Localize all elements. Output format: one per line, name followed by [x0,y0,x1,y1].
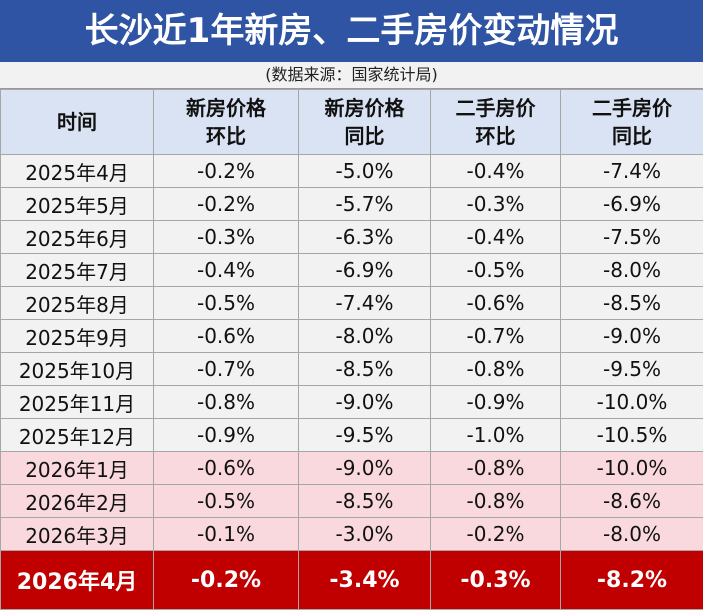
value-cell: -0.4% [430,220,561,254]
source-note: (数据来源：国家统计局) [0,62,703,89]
value-cell: -1.0% [430,418,561,452]
value-cell: -0.2% [430,517,561,551]
value-cell: -10.5% [560,418,703,452]
column-header: 新房价格 环比 [153,89,299,155]
value-cell: -0.4% [153,253,299,287]
value-cell: -8.5% [298,352,431,386]
month-cell: 2025年8月 [0,286,154,320]
value-cell: -10.0% [560,451,703,485]
column-header: 新房价格 同比 [298,89,431,155]
value-cell: -0.6% [153,319,299,353]
header-line: 环比 [206,124,246,148]
value-cell: -9.0% [298,451,431,485]
value-cell: -7.5% [560,220,703,254]
value-cell: -3.4% [298,550,431,610]
month-cell: 2025年6月 [0,220,154,254]
value-cell: -0.8% [430,352,561,386]
value-cell: -6.9% [560,187,703,221]
header-line: 同比 [612,124,652,148]
value-cell: -0.8% [153,385,299,419]
value-cell: -6.9% [298,253,431,287]
value-cell: -9.5% [560,352,703,386]
header-line: 二手房价 [592,96,672,120]
value-cell: -7.4% [560,154,703,188]
month-cell: 2026年3月 [0,517,154,551]
month-cell: 2025年9月 [0,319,154,353]
value-cell: -5.7% [298,187,431,221]
value-cell: -6.3% [298,220,431,254]
header-row: 时间 新房价格 环比 新房价格 同比 二手房价 环比 二手房价 同比 [0,89,703,155]
month-cell: 2025年12月 [0,418,154,452]
value-cell: -0.5% [153,484,299,518]
value-cell: -0.5% [430,253,561,287]
value-cell: -10.0% [560,385,703,419]
table-row: 2026年3月 -0.1% -3.0% -0.2% -8.0% [0,517,703,551]
month-cell: 2026年1月 [0,451,154,485]
table-row: 2025年4月 -0.2% -5.0% -0.4% -7.4% [0,154,703,188]
value-cell: -0.6% [153,451,299,485]
value-cell: -0.5% [153,286,299,320]
value-cell: -0.3% [153,220,299,254]
column-header: 时间 [0,89,154,155]
value-cell: -9.0% [560,319,703,353]
table-row: 2025年11月 -0.8% -9.0% -0.9% -10.0% [0,385,703,419]
value-cell: -0.7% [153,352,299,386]
header-line: 环比 [475,124,516,148]
header-line: 二手房价 [455,96,536,120]
table-row: 2026年2月 -0.5% -8.5% -0.8% -8.6% [0,484,703,518]
value-cell: -0.3% [430,187,561,221]
month-cell: 2026年4月 [0,550,154,610]
month-cell: 2026年2月 [0,484,154,518]
table-row: 2025年7月 -0.4% -6.9% -0.5% -8.0% [0,253,703,287]
table-row: 2025年8月 -0.5% -7.4% -0.6% -8.5% [0,286,703,320]
header-line: 同比 [344,124,385,148]
month-cell: 2025年11月 [0,385,154,419]
value-cell: -0.6% [430,286,561,320]
header-line: 新房价格 [324,96,405,120]
value-cell: -8.0% [298,319,431,353]
column-header: 二手房价 环比 [430,89,561,155]
table-row: 2025年6月 -0.3% -6.3% -0.4% -7.5% [0,220,703,254]
month-cell: 2025年7月 [0,253,154,287]
value-cell: -0.7% [430,319,561,353]
month-cell: 2025年4月 [0,154,154,188]
value-cell: -0.2% [153,187,299,221]
value-cell: -8.0% [560,517,703,551]
value-cell: -5.0% [298,154,431,188]
month-cell: 2025年10月 [0,352,154,386]
value-cell: -0.9% [430,385,561,419]
value-cell: -0.8% [430,451,561,485]
value-cell: -8.0% [560,253,703,287]
value-cell: -8.2% [560,550,703,610]
value-cell: -0.2% [153,550,299,610]
value-cell: -0.1% [153,517,299,551]
value-cell: -0.9% [153,418,299,452]
table-row: 2026年4月 -0.2% -3.4% -0.3% -8.2% [0,550,703,610]
value-cell: -8.5% [298,484,431,518]
table-row: 2025年5月 -0.2% -5.7% -0.3% -6.9% [0,187,703,221]
value-cell: -0.8% [430,484,561,518]
value-cell: -0.3% [430,550,561,610]
data-table: 时间 新房价格 环比 新房价格 同比 二手房价 环比 二手房价 同比 2025年4月 -0.2% -… [0,89,703,610]
value-cell: -8.6% [560,484,703,518]
value-cell: -9.0% [298,385,431,419]
column-header: 二手房价 同比 [560,89,703,155]
value-cell: -8.5% [560,286,703,320]
value-cell: -0.4% [430,154,561,188]
table-row: 2025年10月 -0.7% -8.5% -0.8% -9.5% [0,352,703,386]
value-cell: -0.2% [153,154,299,188]
title: 长沙近1年新房、二手房价变动情况 [0,0,703,62]
table-row: 2025年12月 -0.9% -9.5% -1.0% -10.5% [0,418,703,452]
table-row: 2026年1月 -0.6% -9.0% -0.8% -10.0% [0,451,703,485]
value-cell: -3.0% [298,517,431,551]
value-cell: -9.5% [298,418,431,452]
header-line: 新房价格 [186,96,266,120]
value-cell: -7.4% [298,286,431,320]
month-cell: 2025年5月 [0,187,154,221]
table-row: 2025年9月 -0.6% -8.0% -0.7% -9.0% [0,319,703,353]
header-line: 时间 [57,110,97,134]
